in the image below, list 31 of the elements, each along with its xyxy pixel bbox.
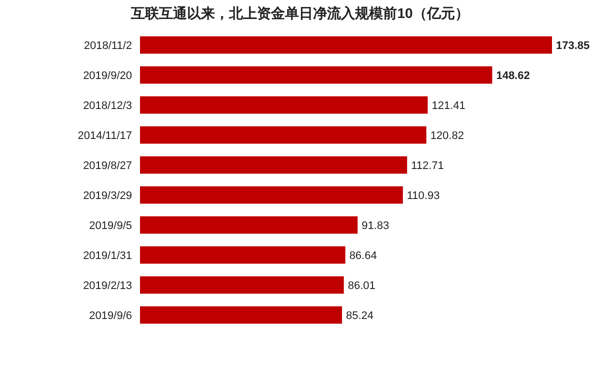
bar <box>140 36 552 54</box>
bar <box>140 126 426 144</box>
bar <box>140 276 344 294</box>
data-label: 121.41 <box>432 100 466 112</box>
y-tick-label: 2019/1/31 <box>83 250 132 262</box>
y-tick-label: 2019/2/13 <box>83 280 132 292</box>
data-label: 86.64 <box>349 250 377 262</box>
bar <box>140 96 428 114</box>
y-tick-label: 2014/11/17 <box>78 130 132 142</box>
bar <box>140 156 408 174</box>
data-label: 112.71 <box>411 160 444 172</box>
bar <box>140 246 346 264</box>
y-tick-label: 2018/11/2 <box>84 40 132 52</box>
data-label: 148.62 <box>496 70 530 82</box>
y-tick-label: 2018/12/3 <box>83 100 132 112</box>
data-label: 86.01 <box>348 280 376 292</box>
data-label: 91.83 <box>362 220 390 232</box>
data-label: 173.85 <box>556 40 590 52</box>
bar <box>140 186 403 204</box>
bar <box>140 66 492 84</box>
data-label: 120.82 <box>430 130 464 142</box>
data-label: 110.93 <box>406 190 440 202</box>
data-label: 85.24 <box>346 310 374 322</box>
bar <box>140 216 358 234</box>
y-tick-label: 2019/3/29 <box>83 190 132 202</box>
y-tick-label: 2019/9/20 <box>83 70 132 82</box>
y-tick-label: 2019/8/27 <box>83 160 132 172</box>
chart-title: 互联互通以来，北上资金单日净流入规模前10（亿元） <box>130 5 469 21</box>
y-tick-label: 2019/9/5 <box>89 220 132 232</box>
bar <box>140 306 342 324</box>
y-tick-label: 2019/9/6 <box>89 310 132 322</box>
